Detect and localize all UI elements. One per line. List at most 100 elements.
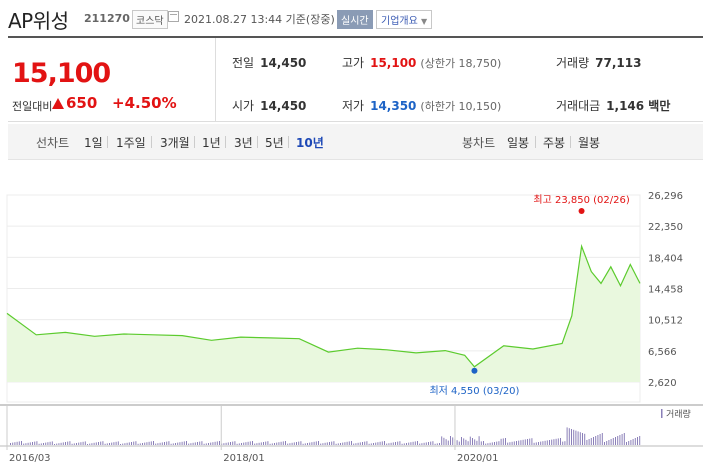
volume-bar <box>183 441 185 445</box>
volume-bar <box>476 440 478 445</box>
volume-bar <box>639 436 641 445</box>
volume-bar <box>575 430 577 445</box>
volume-bar <box>623 433 625 445</box>
volume-bar <box>36 441 38 445</box>
volume-bar <box>201 441 203 445</box>
volume-bar <box>344 442 346 445</box>
volume-bar <box>617 436 619 445</box>
volume-bar <box>298 441 300 445</box>
volume-bar <box>324 442 326 445</box>
volume-bar <box>29 442 31 445</box>
tab-separator <box>535 136 536 148</box>
volume-bar <box>318 441 319 445</box>
volume-bar <box>417 441 418 445</box>
volume-bar <box>309 442 311 445</box>
volume-bar <box>513 441 515 445</box>
volume-bar <box>245 442 247 445</box>
volume-bar <box>106 443 108 445</box>
volume-bar <box>93 442 95 445</box>
volume-bar <box>588 439 590 445</box>
volume-bar <box>357 442 359 445</box>
high-value: 15,100 <box>370 56 417 70</box>
volume-bar <box>18 441 20 445</box>
volume-bar <box>478 436 480 445</box>
volume-bar <box>25 443 27 445</box>
volume-bar <box>73 443 75 445</box>
volume-bar <box>302 443 304 445</box>
volume-bar <box>315 441 317 445</box>
tab-1d[interactable]: 1일 <box>84 136 103 150</box>
volume-bar <box>67 441 69 445</box>
volume-bar <box>161 442 163 445</box>
volume-bar <box>542 441 544 445</box>
tab-weekly[interactable]: 주봉 <box>543 136 566 150</box>
volume-bar <box>214 441 216 445</box>
tab-1y[interactable]: 1년 <box>202 136 221 150</box>
volume-bar <box>311 442 313 445</box>
volume-bar <box>443 437 445 445</box>
volume-bar <box>606 441 608 445</box>
tab-separator <box>194 136 195 148</box>
volume-bar <box>439 443 440 445</box>
volume-bar <box>21 441 22 445</box>
tab-10y[interactable]: 10년 <box>296 136 324 150</box>
prev-close: 전일 14,450 <box>232 54 306 71</box>
volume-bar <box>610 439 612 445</box>
volume-bar <box>232 441 234 445</box>
tab-5y[interactable]: 5년 <box>265 136 284 150</box>
volume-bar <box>307 443 308 445</box>
volume-bar <box>414 441 416 445</box>
price-chart-svg: 26,296 22,350 18,404 14,458 10,512 6,566 2,620… <box>0 191 703 464</box>
volume-bar <box>348 441 350 445</box>
volume-bar <box>593 437 594 445</box>
volume-bar <box>562 441 564 445</box>
volume-bar <box>249 441 251 445</box>
volume-bar <box>491 442 493 445</box>
volume-bar <box>381 441 383 445</box>
volume-bar <box>256 443 258 445</box>
volume-bar <box>430 441 432 445</box>
tab-separator <box>570 136 571 148</box>
volume-bar <box>133 441 135 445</box>
volume-bar <box>395 442 396 445</box>
low-label: 저가 <box>342 99 365 113</box>
volume-bar <box>84 441 86 445</box>
tab-3y[interactable]: 3년 <box>234 136 253 150</box>
volume-bar <box>355 443 357 445</box>
volume-bar <box>619 435 621 445</box>
realtime-button[interactable]: 실시간 <box>337 10 373 29</box>
y-tick-label: 22,350 <box>648 222 683 233</box>
volume-bar <box>472 438 473 445</box>
volume-bar <box>410 442 412 445</box>
volume-bar <box>32 442 33 445</box>
volume-bar <box>190 443 192 445</box>
volume-bar <box>568 428 570 445</box>
volume-bar <box>122 443 124 445</box>
volume-bar <box>320 443 322 445</box>
volume-bar <box>263 442 264 445</box>
company-info-dropdown[interactable]: 기업개요 ▼ <box>376 10 433 29</box>
volume-bar <box>258 442 260 445</box>
price-chart[interactable]: 26,296 22,350 18,404 14,458 10,512 6,566 2,620… <box>0 180 703 466</box>
volume-bar <box>480 441 482 445</box>
y-tick-label: 18,404 <box>648 253 683 264</box>
volume-bar <box>10 443 11 445</box>
tab-monthly[interactable]: 월봉 <box>578 136 601 150</box>
tab-3m[interactable]: 3개월 <box>160 136 190 150</box>
tab-daily[interactable]: 일봉 <box>507 136 530 150</box>
market-badge: 코스닥 <box>132 10 168 29</box>
tab-1w[interactable]: 1주일 <box>116 136 146 150</box>
volume-bar <box>529 438 531 445</box>
volume-bar <box>340 443 341 445</box>
volume-label: 거래량 <box>556 56 590 70</box>
volume-bar <box>98 442 99 445</box>
volume-bar <box>524 439 526 445</box>
volume-bar <box>487 443 489 445</box>
volume-bar <box>23 443 25 445</box>
volume-bar <box>155 443 157 445</box>
y-tick-label: 10,512 <box>648 316 683 327</box>
stock-name[interactable]: AP위성 <box>8 9 69 33</box>
volume-bar <box>494 442 495 445</box>
volume-bar <box>500 438 502 445</box>
volume-bar <box>102 441 104 445</box>
